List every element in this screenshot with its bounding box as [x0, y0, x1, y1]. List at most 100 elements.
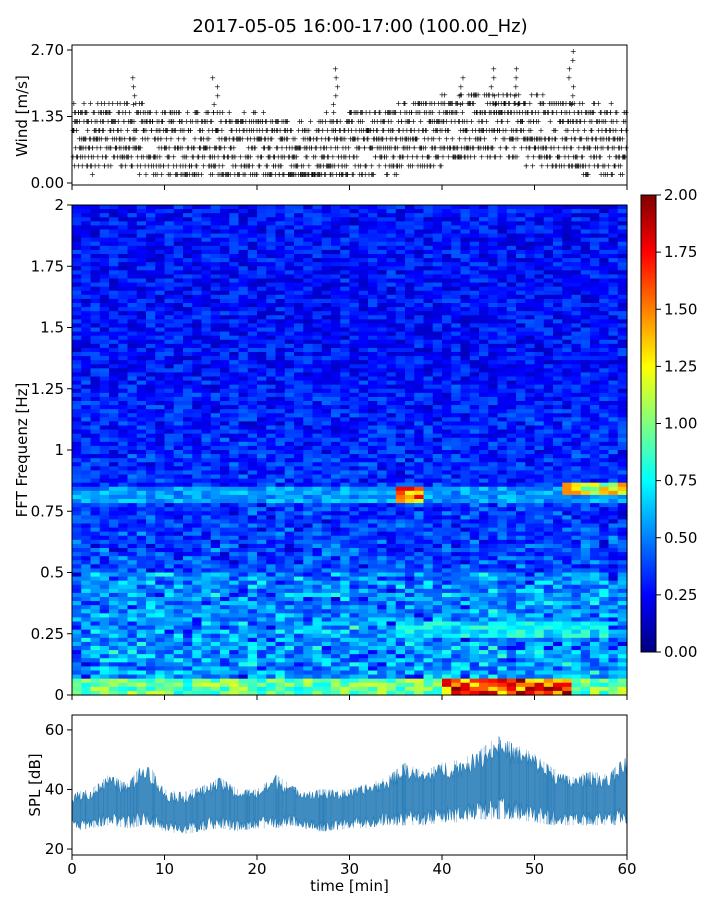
spectrogram-cell — [432, 323, 443, 329]
spectrogram-cell — [257, 225, 267, 231]
spectrogram-cell — [127, 213, 138, 218]
spectrogram-cell — [516, 352, 526, 357]
spectrogram-cell — [377, 290, 388, 296]
spectrogram-cell — [451, 356, 462, 361]
wind-point: + — [178, 170, 185, 179]
spectrogram-cell — [192, 364, 203, 369]
spectrogram-cell — [164, 225, 175, 231]
spectrogram-cell — [312, 376, 323, 382]
wind-point: + — [132, 135, 139, 144]
wind-point: + — [252, 108, 259, 117]
wind-point: + — [332, 91, 339, 100]
spectrogram-cell — [321, 323, 332, 329]
wind-point: + — [252, 108, 259, 117]
spectrogram-cell — [580, 339, 591, 345]
spectrogram-cell — [146, 323, 156, 329]
spectrogram-cell — [460, 409, 471, 414]
spectrogram-cell — [201, 360, 212, 365]
wind-point: + — [132, 99, 139, 108]
spectrogram-cell — [497, 356, 508, 361]
spectrogram-cell — [423, 286, 434, 292]
spectrogram-cell — [432, 343, 443, 349]
spectrogram-cell — [284, 352, 295, 357]
spectrogram-cell — [386, 376, 397, 382]
spectrogram-cell — [451, 205, 462, 210]
spectrogram-cell — [155, 343, 166, 349]
spectrogram-cell — [266, 323, 277, 329]
spectrogram-cell — [266, 417, 277, 423]
spectrogram-cell — [497, 339, 508, 345]
spectrogram-cell — [516, 209, 526, 214]
wind-point: + — [143, 126, 150, 135]
spectrogram-cell — [571, 274, 582, 280]
spectrogram-cell — [608, 339, 619, 345]
spectrogram-cell — [99, 290, 110, 296]
wind-point: + — [125, 117, 132, 126]
spectrogram-cell — [201, 237, 212, 243]
spectrogram-cell — [562, 278, 573, 284]
spectrogram-cell — [229, 278, 240, 284]
spectrogram-cell — [580, 380, 591, 386]
wind-point: + — [222, 117, 229, 126]
wind-point: + — [568, 100, 575, 109]
spectrogram-cell — [183, 384, 193, 390]
spectrogram-cell — [358, 413, 369, 418]
spectrogram-cell — [303, 388, 314, 394]
spectrogram-cell — [331, 343, 341, 349]
spectrogram-cell — [284, 258, 295, 263]
spectrogram-cell — [201, 388, 212, 394]
spectrogram-cell — [414, 286, 425, 292]
spectrogram-cell — [451, 323, 462, 329]
spectrogram-cell — [562, 335, 573, 341]
spectrogram-cell — [432, 233, 443, 239]
spectrogram-cell — [377, 413, 388, 418]
spectrogram-cell — [192, 213, 203, 218]
spectrogram-cell — [229, 376, 240, 382]
spectrogram-cell — [432, 249, 443, 255]
spectrogram-cell — [368, 409, 378, 414]
spectrogram-cell — [183, 270, 193, 276]
spectrogram-cell — [479, 327, 489, 333]
spectrogram-cell — [173, 376, 184, 382]
wind-point: + — [258, 152, 265, 161]
spectrogram-cell — [127, 339, 138, 345]
spectrogram-cell — [118, 380, 129, 386]
wind-point: + — [213, 126, 220, 135]
spectrogram-cell — [543, 388, 554, 394]
spectrogram-cell — [368, 388, 378, 394]
spectrogram-cell — [358, 249, 369, 255]
spectrogram-cell — [118, 266, 129, 271]
spectrogram-cell — [90, 233, 101, 239]
spectrogram-cell — [136, 364, 147, 369]
spectrogram-cell — [488, 266, 499, 271]
spectrogram-cell — [229, 237, 240, 243]
spectrogram-cell — [201, 319, 212, 325]
spectrogram-cell — [340, 413, 351, 418]
wind-point: + — [497, 152, 504, 161]
spectrogram-cell — [109, 319, 119, 325]
spectrogram-cell — [590, 311, 600, 316]
spectrogram-cell — [183, 409, 193, 414]
spectrogram-cell — [173, 360, 184, 365]
spectrogram-cell — [136, 266, 147, 271]
spectrogram-cell — [201, 364, 212, 369]
spectrogram-cell — [173, 409, 184, 414]
spectrogram-cell — [220, 249, 230, 255]
wind-point: + — [248, 117, 255, 126]
spectrogram-cell — [516, 396, 526, 402]
spectrogram-cell — [173, 319, 184, 325]
spectrogram-cell — [321, 409, 332, 414]
spectrogram-cell — [109, 209, 119, 214]
spectrogram-cell — [479, 282, 489, 288]
spectrogram-cell — [423, 388, 434, 394]
spectrogram-cell — [469, 237, 480, 243]
spectrogram-cell — [358, 352, 369, 357]
wind-point: + — [237, 117, 244, 126]
wind-point: + — [164, 126, 171, 135]
wind-point: + — [343, 161, 350, 170]
wind-point: + — [144, 108, 151, 117]
spectrogram-cell — [294, 311, 304, 316]
spectrogram-cell — [127, 270, 138, 276]
spectrogram-cell — [321, 343, 332, 349]
wind-point: + — [184, 170, 191, 179]
